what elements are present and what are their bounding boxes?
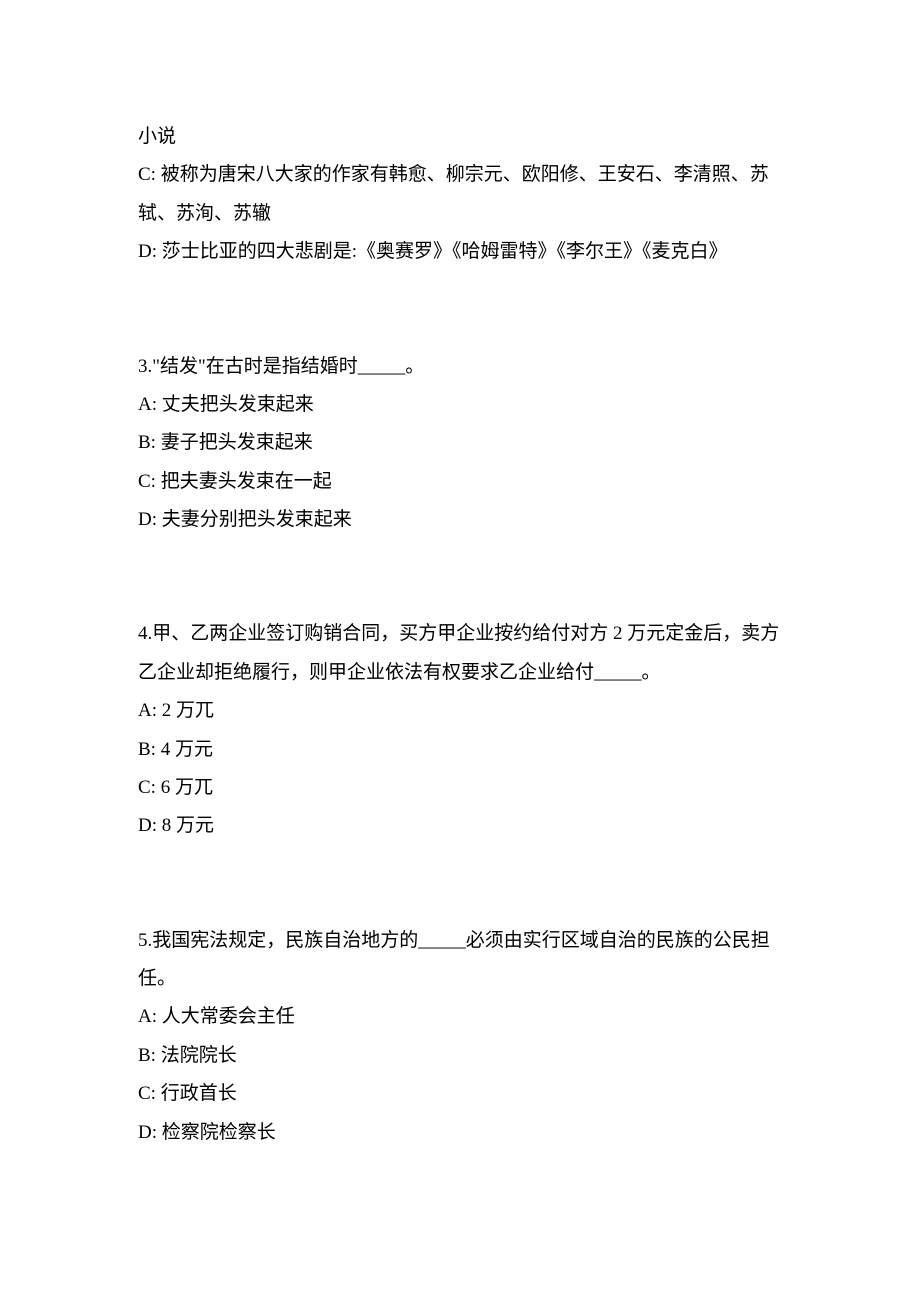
option-a: A: 丈夫把头发束起来: [138, 386, 802, 424]
question-4: 4.甲、乙两企业签订购销合同，买方甲企业按约给付对方 2 万元定金后，卖方 乙企…: [138, 615, 802, 845]
option-c-line2: 轼、苏洵、苏辙: [138, 195, 802, 233]
option-a: A: 2 万兀: [138, 692, 802, 730]
option-d: D: 8 万元: [138, 807, 802, 845]
question-stem-line1: 4.甲、乙两企业签订购销合同，买方甲企业按约给付对方 2 万元定金后，卖方: [138, 615, 802, 653]
option-a: A: 人大常委会主任: [138, 998, 802, 1036]
option-c: C: 把夫妻头发束在一起: [138, 463, 802, 501]
exam-page: 小说 C: 被称为唐宋八大家的作家有韩愈、柳宗元、欧阳修、王安石、李清照、苏 轼…: [0, 0, 920, 1152]
option-c: C: 6 万兀: [138, 769, 802, 807]
question-3: 3."结发"在古时是指结婚时_____。 A: 丈夫把头发束起来 B: 妻子把头…: [138, 348, 802, 540]
option-b: B: 4 万元: [138, 731, 802, 769]
option-d: D: 莎士比亚的四大悲剧是:《奥赛罗》《哈姆雷特》《李尔王》《麦克白》: [138, 233, 802, 271]
option-d: D: 检察院检察长: [138, 1114, 802, 1152]
option-c-line1: C: 被称为唐宋八大家的作家有韩愈、柳宗元、欧阳修、王安石、李清照、苏: [138, 156, 802, 194]
option-c: C: 行政首长: [138, 1075, 802, 1113]
question-5: 5.我国宪法规定，民族自治地方的_____必须由实行区域自治的民族的公民担 任。…: [138, 922, 802, 1152]
option-b: B: 妻子把头发束起来: [138, 424, 802, 462]
question-stem-line1: 5.我国宪法规定，民族自治地方的_____必须由实行区域自治的民族的公民担: [138, 922, 802, 960]
question-2-partial: 小说 C: 被称为唐宋八大家的作家有韩愈、柳宗元、欧阳修、王安石、李清照、苏 轼…: [138, 118, 802, 272]
question-stem: 3."结发"在古时是指结婚时_____。: [138, 348, 802, 386]
question-stem-line2: 任。: [138, 960, 802, 998]
opt-b-fragment: 小说: [138, 118, 802, 156]
option-d: D: 夫妻分别把头发束起来: [138, 501, 802, 539]
option-b: B: 法院院长: [138, 1037, 802, 1075]
question-stem-line2: 乙企业却拒绝履行，则甲企业依法有权要求乙企业给付_____。: [138, 654, 802, 692]
